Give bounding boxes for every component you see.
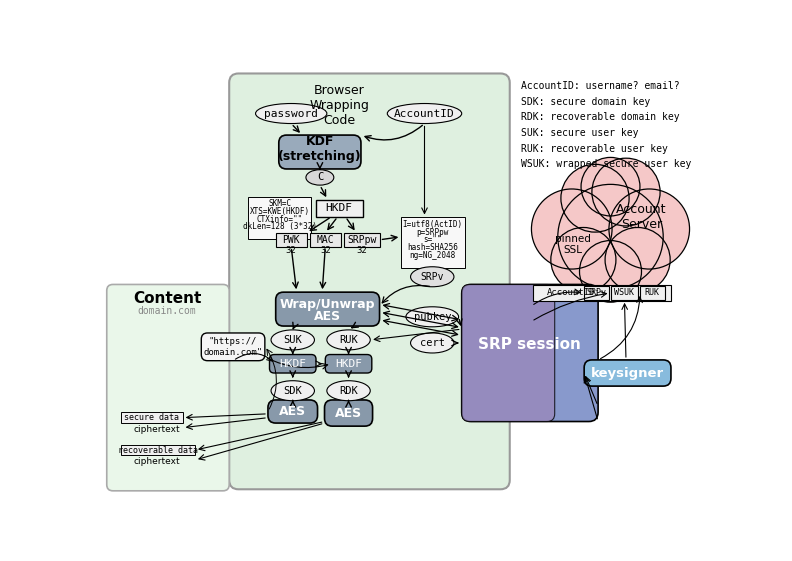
Text: s="": s="" bbox=[423, 235, 441, 244]
Text: 32: 32 bbox=[286, 246, 296, 255]
Text: RUK: RUK bbox=[339, 335, 358, 345]
Text: KDF
(stretching): KDF (stretching) bbox=[278, 135, 362, 163]
Bar bbox=[248, 197, 311, 239]
Circle shape bbox=[550, 227, 616, 292]
Text: hash=SHA256: hash=SHA256 bbox=[407, 243, 458, 252]
Bar bbox=[310, 233, 341, 247]
Ellipse shape bbox=[271, 381, 314, 401]
Text: HKDF: HKDF bbox=[280, 359, 307, 369]
Text: "https://
domain.com": "https:// domain.com" bbox=[204, 337, 263, 357]
Text: Browser
Wrapping
Code: Browser Wrapping Code bbox=[310, 84, 369, 127]
Text: RUK: RUK bbox=[645, 288, 660, 297]
Circle shape bbox=[561, 164, 629, 232]
Text: password: password bbox=[265, 108, 318, 118]
Text: RDK: RDK bbox=[339, 386, 358, 396]
FancyBboxPatch shape bbox=[462, 284, 598, 421]
FancyBboxPatch shape bbox=[326, 355, 371, 373]
Text: ciphertext: ciphertext bbox=[134, 425, 181, 434]
Text: HKDF: HKDF bbox=[335, 359, 362, 369]
Text: Account
Server: Account Server bbox=[616, 204, 667, 232]
Text: 32: 32 bbox=[356, 246, 367, 255]
Text: cert: cert bbox=[420, 338, 445, 348]
Text: SUK: SUK bbox=[284, 335, 302, 345]
Ellipse shape bbox=[306, 170, 333, 185]
FancyBboxPatch shape bbox=[276, 292, 379, 326]
Text: dkLen=128 (3*32): dkLen=128 (3*32) bbox=[242, 222, 317, 231]
Text: ng=NG_2048: ng=NG_2048 bbox=[409, 251, 455, 260]
Ellipse shape bbox=[327, 381, 370, 401]
Bar bbox=[120, 445, 195, 456]
Text: SRPpw: SRPpw bbox=[347, 235, 376, 245]
Ellipse shape bbox=[410, 333, 454, 353]
FancyBboxPatch shape bbox=[107, 284, 229, 491]
Text: SRP session: SRP session bbox=[478, 337, 581, 352]
Text: MAC: MAC bbox=[317, 235, 334, 245]
Text: AccountID: username? email?
SDK: secure domain key
RDK: recoverable domain key
S: AccountID: username? email? SDK: secure … bbox=[520, 81, 691, 169]
Text: C: C bbox=[317, 172, 323, 182]
FancyBboxPatch shape bbox=[279, 135, 361, 169]
Bar bbox=[402, 218, 465, 268]
Bar bbox=[533, 285, 671, 301]
Circle shape bbox=[581, 158, 640, 216]
Text: Content: Content bbox=[133, 291, 201, 306]
Ellipse shape bbox=[387, 104, 462, 123]
Circle shape bbox=[558, 185, 663, 289]
Text: SDK: SDK bbox=[284, 386, 302, 396]
Text: WSUK: WSUK bbox=[615, 288, 634, 297]
FancyBboxPatch shape bbox=[269, 355, 316, 373]
Text: p=SRPpw: p=SRPpw bbox=[416, 228, 448, 237]
Bar bbox=[120, 412, 183, 423]
Bar bbox=[640, 286, 664, 300]
Ellipse shape bbox=[410, 266, 454, 287]
Text: recoverable data: recoverable data bbox=[118, 445, 198, 454]
Text: AES: AES bbox=[280, 405, 307, 418]
Text: pubkey: pubkey bbox=[413, 312, 451, 322]
Circle shape bbox=[580, 241, 642, 302]
Text: HKDF: HKDF bbox=[326, 203, 352, 213]
FancyBboxPatch shape bbox=[201, 333, 265, 361]
Ellipse shape bbox=[327, 330, 370, 350]
Circle shape bbox=[609, 189, 690, 269]
Text: I=utf8(ActID): I=utf8(ActID) bbox=[402, 220, 463, 229]
Text: keysigner: keysigner bbox=[591, 366, 664, 379]
Circle shape bbox=[592, 158, 660, 226]
Text: PWK: PWK bbox=[283, 235, 300, 245]
Bar bbox=[316, 200, 363, 217]
Text: CTXinfo="": CTXinfo="" bbox=[257, 214, 303, 223]
Text: XTS=KWE(HKDF): XTS=KWE(HKDF) bbox=[249, 207, 310, 216]
Text: 32: 32 bbox=[320, 246, 331, 255]
Circle shape bbox=[605, 227, 670, 292]
Text: AccountID: AccountID bbox=[394, 108, 455, 118]
FancyBboxPatch shape bbox=[325, 400, 372, 426]
FancyBboxPatch shape bbox=[462, 284, 554, 421]
Text: pinned
SSL: pinned SSL bbox=[555, 233, 592, 255]
Bar bbox=[611, 286, 638, 300]
Circle shape bbox=[531, 189, 612, 269]
Bar bbox=[276, 233, 307, 247]
Ellipse shape bbox=[256, 104, 327, 123]
FancyBboxPatch shape bbox=[584, 360, 671, 386]
Text: SKM=C: SKM=C bbox=[268, 199, 291, 208]
Ellipse shape bbox=[406, 307, 459, 327]
Text: AES: AES bbox=[335, 407, 362, 420]
Text: SRPv: SRPv bbox=[587, 288, 607, 297]
Text: domain.com: domain.com bbox=[138, 306, 196, 316]
Text: SRPv: SRPv bbox=[421, 272, 444, 282]
Text: AccountID:: AccountID: bbox=[547, 288, 600, 297]
FancyBboxPatch shape bbox=[268, 400, 318, 423]
Text: Wrap/Unwrap: Wrap/Unwrap bbox=[280, 298, 375, 311]
Ellipse shape bbox=[271, 330, 314, 350]
Text: secure data: secure data bbox=[124, 413, 179, 422]
FancyBboxPatch shape bbox=[229, 73, 510, 489]
Text: AES: AES bbox=[314, 310, 341, 323]
Bar bbox=[584, 286, 609, 300]
Text: ciphertext: ciphertext bbox=[134, 457, 181, 466]
Bar bbox=[344, 233, 379, 247]
